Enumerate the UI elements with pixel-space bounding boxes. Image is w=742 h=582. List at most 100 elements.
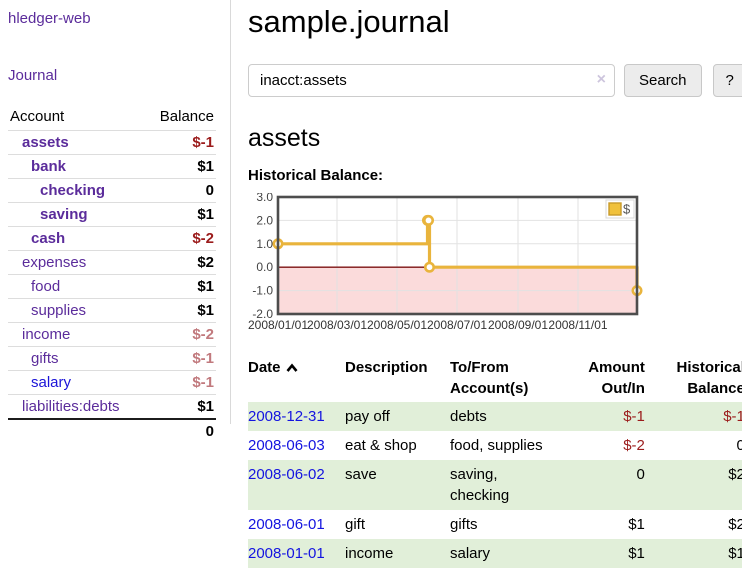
account-row: food $1 [8, 274, 216, 299]
account-row: supplies $1 [8, 298, 216, 323]
account-link-bank[interactable]: bank [31, 158, 67, 175]
sidebar-item-journal[interactable]: Journal [8, 67, 58, 84]
page-title: sample.journal [248, 4, 450, 39]
column-header-accounts: To/From Account(s) [450, 359, 529, 397]
account-balance: $-1 [192, 374, 214, 391]
account-name-cell: income [8, 323, 146, 347]
account-name-cell: bank [8, 155, 146, 179]
x-axis-tick-label: 2008/05/01 [367, 318, 427, 332]
account-link-liabilities-debts[interactable]: liabilities:debts [22, 398, 120, 415]
account-row: salary $-1 [8, 370, 216, 395]
accounts-total-value: 0 [205, 423, 214, 440]
account-name-cell: cash [8, 227, 146, 251]
y-axis-tick-label: 2.0 [256, 213, 273, 227]
account-name-cell: checking [8, 179, 146, 203]
search-button[interactable]: Search [624, 64, 702, 97]
transaction-date-link[interactable]: 2008-06-02 [248, 466, 325, 483]
account-balance: $1 [197, 398, 214, 415]
account-row: assets $-1 [8, 130, 216, 155]
y-axis-tick-label: 3.0 [256, 193, 273, 204]
account-row: saving $1 [8, 202, 216, 227]
transaction-date-link[interactable]: 2008-12-31 [248, 408, 325, 425]
transaction-date-link[interactable]: 2008-06-01 [248, 516, 325, 533]
transaction-accounts: food, supplies [450, 437, 543, 454]
column-header-amount: Amount Out/In [588, 359, 645, 397]
chart-legend: $ [605, 199, 635, 219]
transaction-date-cell: 2008-06-03 [248, 431, 345, 460]
historical-balance-chart: $3.0 2.0 1.0 0.0 -1.0 -2.0 2008/01/01 2008/03/0… [248, 190, 718, 334]
column-header-description: Description [345, 359, 428, 376]
chart-svg: $3.0 2.0 1.0 0.0 -1.0 -2.02008/01/012008/03/0… [248, 190, 643, 332]
account-link-supplies[interactable]: supplies [31, 302, 87, 319]
column-header-date[interactable]: Date [248, 354, 345, 402]
transaction-row: 2008-06-03 eat & shop food, supplies $-2 0 [248, 431, 742, 460]
account-name-cell: food [8, 275, 146, 299]
account-name-cell: gifts [8, 347, 146, 371]
sidebar: hledger-web Journal Account Balance asse… [0, 0, 231, 440]
search-input[interactable] [248, 64, 615, 97]
transaction-row: 2008-06-02 save saving, checking 0 $2 [248, 460, 742, 510]
accounts-total-spacer [8, 419, 146, 443]
account-row: gifts $-1 [8, 346, 216, 371]
account-balance: $1 [197, 302, 214, 319]
sort-ascending-icon [286, 362, 298, 372]
x-axis-tick-label: 2008/03/01 [307, 318, 367, 332]
transaction-balance: $2 [728, 516, 742, 533]
transaction-date-cell: 2008-01-01 [248, 539, 345, 568]
account-heading: assets [248, 124, 321, 152]
transaction-date-cell: 2008-12-31 [248, 402, 345, 431]
account-row: cash $-2 [8, 226, 216, 251]
accounts-table: Account Balance assets $-1 bank $1 checking 0… [8, 105, 216, 443]
account-link-salary[interactable]: salary [31, 374, 72, 391]
y-axis-tick-label: -1.0 [252, 284, 273, 298]
column-header-balance: Historical Balance [676, 359, 742, 397]
transaction-balance: $-1 [723, 408, 742, 425]
x-axis-tick-label: 2008/01/01 [248, 318, 308, 332]
transaction-description: eat & shop [345, 437, 417, 454]
transaction-description: save [345, 466, 377, 483]
account-row: expenses $2 [8, 250, 216, 275]
x-axis-tick-label: 2008/11/01 [548, 318, 607, 332]
transaction-date-cell: 2008-06-02 [248, 460, 345, 510]
account-link-food[interactable]: food [31, 278, 61, 295]
account-link-expenses[interactable]: expenses [22, 254, 87, 271]
account-link-saving[interactable]: saving [40, 206, 88, 223]
account-row: income $-2 [8, 322, 216, 347]
x-axis-tick-label: 2008/09/01 [488, 318, 548, 332]
chart-title: Historical Balance: [248, 167, 384, 184]
data-point[interactable] [424, 261, 436, 273]
account-link-gifts[interactable]: gifts [31, 350, 59, 367]
transaction-amount: $-2 [623, 437, 645, 454]
brand-link[interactable]: hledger-web [8, 10, 91, 27]
accounts-header-account: Account [10, 108, 65, 125]
transaction-row: 2008-01-01 income salary $1 $1 [248, 539, 742, 568]
transaction-amount: $1 [628, 545, 645, 562]
account-link-income[interactable]: income [22, 326, 71, 343]
column-header-date-label: Date [248, 359, 281, 376]
account-link-assets[interactable]: assets [22, 134, 69, 151]
transaction-description: gift [345, 516, 366, 533]
transaction-date-link[interactable]: 2008-06-03 [248, 437, 325, 454]
accounts-header-row: Account Balance [8, 105, 216, 131]
transaction-date-link[interactable]: 2008-01-01 [248, 545, 325, 562]
account-name-cell: saving [8, 203, 146, 227]
account-balance: $2 [197, 254, 214, 271]
account-balance: $1 [197, 158, 214, 175]
account-link-checking[interactable]: checking [40, 182, 106, 199]
account-link-cash[interactable]: cash [31, 230, 66, 247]
accounts-header-balance: Balance [159, 108, 214, 125]
x-axis-tick-label: 2008/07/01 [427, 318, 487, 332]
search-input-wrap: × [248, 64, 615, 97]
transaction-row: 2008-12-31 pay off debts $-1 $-1 [248, 402, 742, 431]
clear-search-icon[interactable]: × [596, 71, 606, 88]
help-button[interactable]: ? [712, 64, 742, 97]
account-name-cell: supplies [8, 299, 146, 323]
transaction-date-cell: 2008-06-01 [248, 510, 345, 539]
y-axis-tick-label: -2.0 [252, 307, 273, 321]
accounts-total-row: 0 [8, 419, 216, 443]
data-point[interactable] [423, 214, 435, 226]
transaction-amount: $1 [628, 516, 645, 533]
transaction-balance: $2 [728, 466, 742, 483]
account-balance: $-1 [192, 350, 214, 367]
transaction-accounts: saving, checking [450, 466, 510, 504]
